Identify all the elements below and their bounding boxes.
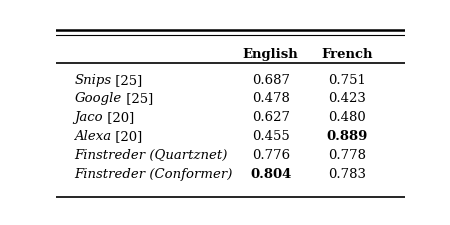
Text: 0.423: 0.423 <box>328 92 366 105</box>
Text: 0.804: 0.804 <box>250 167 292 180</box>
Text: 0.889: 0.889 <box>327 130 368 142</box>
Text: Snips: Snips <box>74 73 112 86</box>
Text: [20]: [20] <box>112 130 143 142</box>
Text: 0.776: 0.776 <box>252 148 290 161</box>
Text: [20]: [20] <box>103 111 134 124</box>
Text: 0.478: 0.478 <box>252 92 290 105</box>
Text: 0.783: 0.783 <box>328 167 366 180</box>
Text: [25]: [25] <box>122 92 153 105</box>
Text: 0.778: 0.778 <box>328 148 366 161</box>
Text: English: English <box>243 47 299 60</box>
Text: [25]: [25] <box>112 73 143 86</box>
Text: 0.687: 0.687 <box>252 73 290 86</box>
Text: 0.627: 0.627 <box>252 111 290 124</box>
Text: 0.455: 0.455 <box>252 130 290 142</box>
Text: Finstreder (Conformer): Finstreder (Conformer) <box>74 167 233 180</box>
Text: Alexa: Alexa <box>74 130 112 142</box>
Text: 0.480: 0.480 <box>328 111 366 124</box>
Text: Finstreder (Quartznet): Finstreder (Quartznet) <box>74 148 228 161</box>
Text: 0.751: 0.751 <box>328 73 366 86</box>
Text: Jaco: Jaco <box>74 111 103 124</box>
Text: Google: Google <box>74 92 122 105</box>
Text: French: French <box>322 47 373 60</box>
